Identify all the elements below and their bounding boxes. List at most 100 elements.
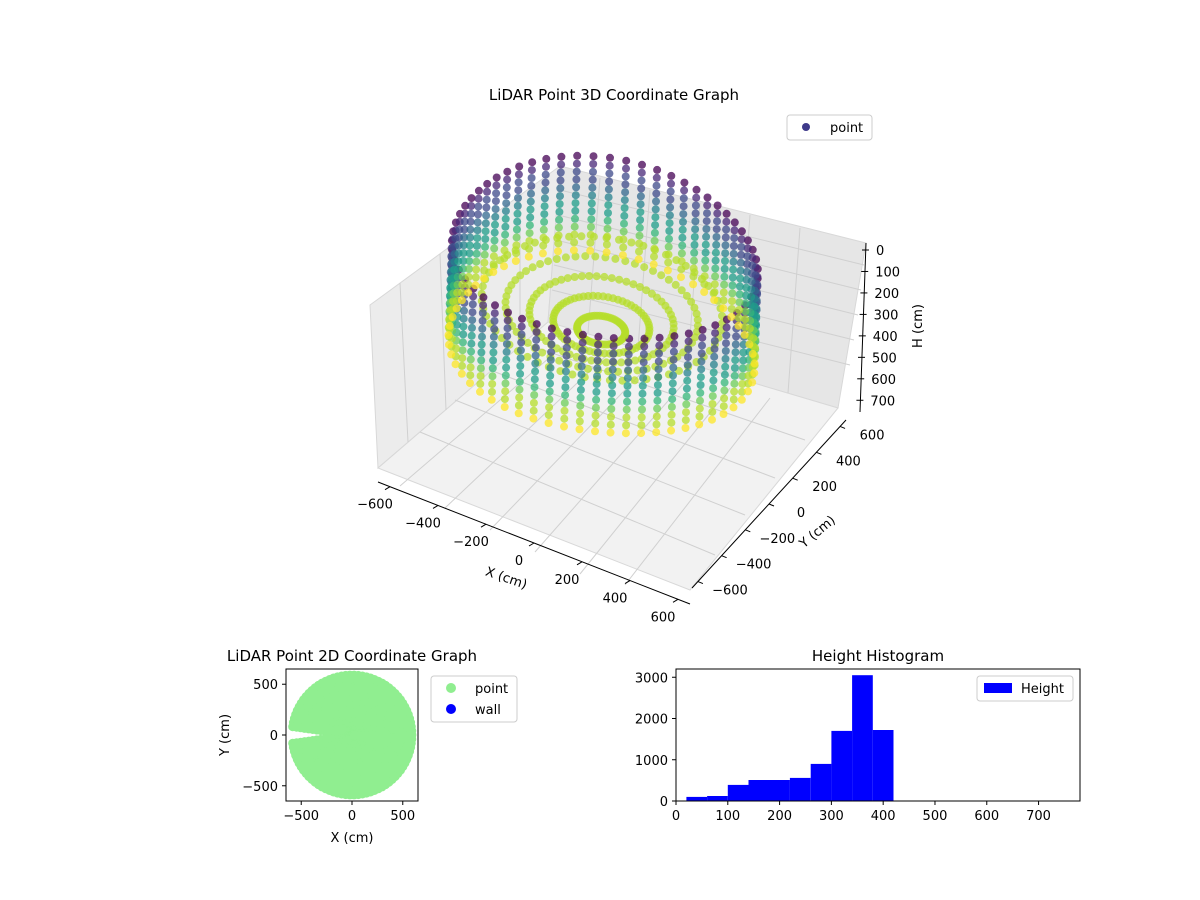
legend-2d-marker-wall — [446, 704, 456, 714]
y-tick-3d — [792, 477, 798, 481]
point-3d — [655, 341, 664, 350]
point-3d — [687, 297, 696, 306]
point-3d — [571, 191, 580, 200]
point-3d — [730, 387, 739, 396]
point-3d — [679, 194, 688, 203]
point-3d — [517, 322, 526, 331]
point-3d — [562, 359, 571, 368]
point-3d — [487, 395, 496, 404]
x-tick-label-3d: −200 — [453, 535, 489, 550]
point-3d — [489, 252, 498, 261]
point-3d — [637, 421, 646, 430]
point-3d — [721, 347, 730, 355]
x-tick-label-3d: 400 — [603, 592, 628, 607]
y-tick-3d — [745, 529, 751, 533]
point-3d — [653, 404, 662, 413]
point-3d — [682, 291, 691, 300]
point-3d — [721, 354, 730, 363]
point-3d — [460, 233, 469, 242]
point-3d — [542, 162, 550, 171]
y-tick-label-histogram: 0 — [660, 795, 668, 810]
point-3d — [739, 340, 748, 349]
point-3d — [570, 230, 579, 239]
point-3d — [576, 409, 585, 418]
chart-2d: LiDAR Point 2D Coordinate Graph −500 0 500… — [218, 647, 518, 846]
point-3d — [531, 343, 540, 352]
point-3d — [503, 324, 512, 333]
point-3d — [480, 258, 489, 267]
point-3d — [696, 388, 705, 397]
point-3d — [489, 332, 498, 341]
point-3d — [466, 217, 475, 226]
point-3d — [556, 192, 564, 201]
point-3d — [530, 375, 539, 384]
point-3d — [639, 350, 648, 359]
point-3d — [618, 251, 627, 260]
point-3d — [682, 384, 691, 393]
point-3d — [490, 324, 499, 333]
point-3d — [637, 429, 646, 438]
point-3d — [460, 306, 468, 315]
point-3d — [729, 257, 738, 266]
point-3d — [577, 378, 586, 387]
point-3d — [639, 358, 648, 367]
y-tick-label-3d: −600 — [712, 584, 748, 599]
point-3d — [589, 160, 598, 168]
point-3d — [653, 381, 662, 389]
point-3d — [651, 213, 660, 222]
point-3d — [652, 181, 661, 190]
point-3d — [744, 387, 752, 396]
point-3d — [479, 293, 488, 302]
point-3d — [696, 381, 705, 389]
point-3d — [459, 264, 467, 273]
point-3d — [637, 184, 646, 193]
point-3d — [555, 356, 564, 365]
point-3d — [514, 409, 523, 418]
point-3d — [692, 309, 701, 318]
point-3d — [609, 349, 618, 358]
point-3d — [719, 304, 728, 313]
point-3d — [729, 249, 738, 258]
point-3d — [684, 353, 692, 362]
point-3d — [492, 181, 501, 190]
point-3d — [458, 338, 467, 347]
point-3d — [457, 296, 466, 305]
point-3d — [620, 219, 628, 228]
point-3d — [622, 164, 630, 173]
point-3d — [738, 387, 746, 396]
point-3d — [460, 225, 469, 234]
point-3d — [607, 397, 616, 406]
point-3d — [668, 379, 677, 388]
point-3d — [635, 223, 644, 232]
point-3d — [742, 283, 751, 292]
point-3d — [465, 241, 474, 250]
y-tick-label-histogram: 1000 — [635, 754, 668, 769]
point-3d — [587, 199, 596, 208]
point-3d — [488, 387, 496, 396]
point-3d — [711, 321, 720, 330]
point-3d — [530, 383, 539, 392]
point-3d — [735, 298, 744, 307]
point-3d — [669, 347, 678, 356]
point-3d — [445, 340, 453, 349]
point-3d — [669, 371, 677, 380]
point-3d — [711, 248, 720, 257]
point-3d — [731, 340, 740, 349]
point-3d — [529, 398, 538, 407]
point-3d — [476, 387, 484, 396]
x-tick-3d — [624, 580, 631, 584]
point-3d — [642, 286, 651, 295]
point-3d — [527, 166, 536, 175]
point-3d — [568, 370, 577, 379]
point-3d — [638, 381, 647, 390]
x-tick-label-2d: −500 — [283, 809, 319, 824]
point-3d — [710, 344, 719, 353]
point-3d — [678, 241, 687, 250]
point-3d — [638, 405, 646, 414]
point-3d — [464, 280, 473, 289]
point-3d — [635, 239, 644, 248]
point-3d — [466, 363, 475, 372]
histogram-bar — [810, 763, 832, 801]
